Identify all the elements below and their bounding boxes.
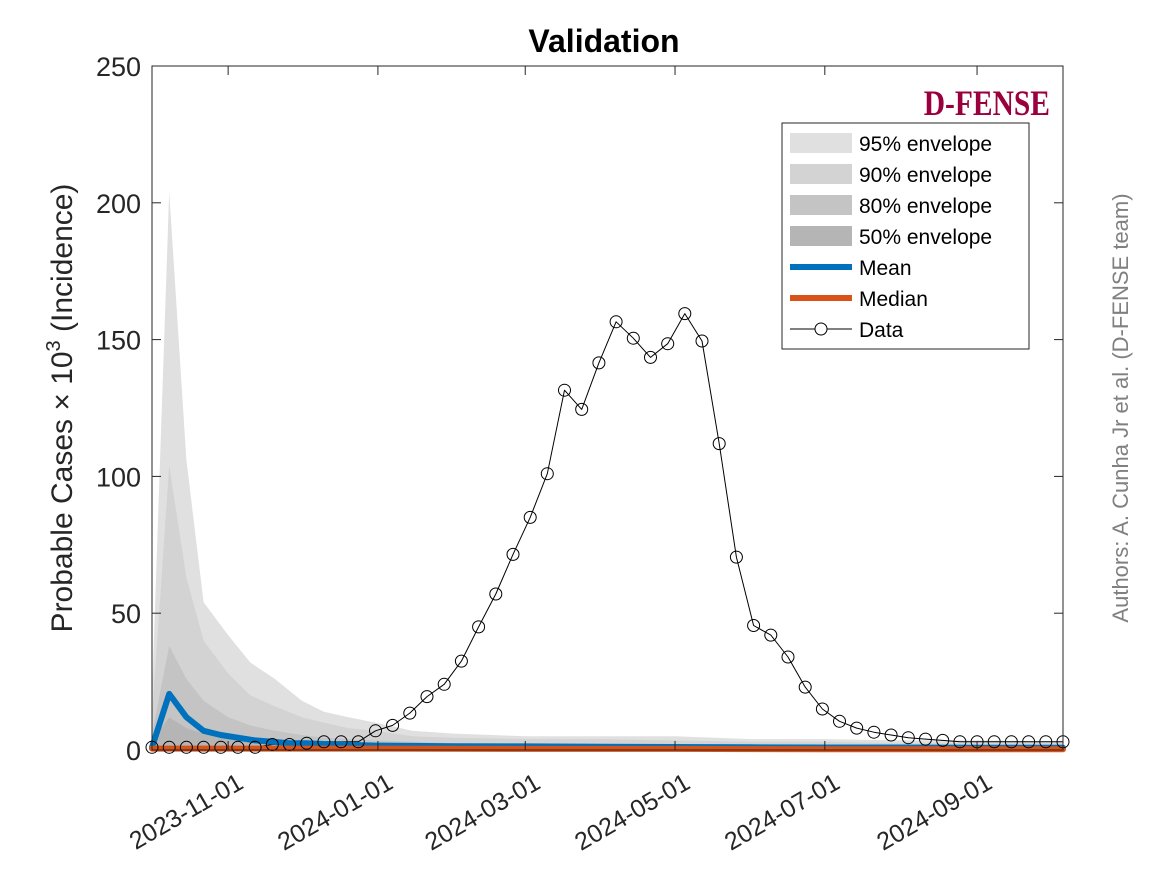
data-point	[867, 725, 881, 739]
data-point	[901, 731, 915, 745]
legend-swatch-data-marker	[814, 322, 828, 336]
legend: 95% envelope 90% envelope 80% envelope 5…	[781, 122, 1030, 350]
data-point	[437, 677, 451, 691]
data-point	[764, 628, 778, 642]
data-point	[403, 706, 417, 720]
data-point	[523, 510, 537, 524]
data-point	[300, 736, 314, 750]
data-point	[472, 620, 486, 634]
data-point	[1022, 735, 1036, 749]
y-tick-label: 250	[96, 52, 141, 82]
data-point	[1039, 735, 1053, 749]
data-point	[609, 315, 623, 329]
series-line-median	[149, 745, 1066, 753]
data-point	[231, 740, 245, 754]
legend-swatch-90	[790, 164, 852, 184]
data-point	[798, 680, 812, 694]
data-point	[953, 735, 967, 749]
data-point	[661, 337, 675, 351]
legend-swatch-95	[790, 133, 852, 153]
data-point	[162, 740, 176, 754]
data-point	[575, 402, 589, 416]
y-axis-label-suffix: (Incidence)	[46, 184, 79, 341]
data-point	[386, 718, 400, 732]
plot-area	[145, 191, 1070, 754]
data-point	[781, 650, 795, 664]
y-tick-label: 0	[126, 736, 141, 766]
data-point	[351, 735, 365, 749]
axes-box	[151, 65, 1064, 751]
data-point	[317, 735, 331, 749]
data-point	[489, 587, 503, 601]
envelope-90	[152, 465, 1063, 750]
data-point	[558, 383, 571, 397]
data-point	[369, 724, 382, 738]
data-point	[454, 654, 468, 668]
d-fense-logo: D-FENSE	[924, 84, 1050, 123]
data-point	[850, 721, 864, 735]
data-point	[833, 714, 846, 728]
data-point	[197, 740, 211, 754]
y-axis-label: Probable Cases × 103 (Incidence)	[43, 184, 79, 633]
data-point	[678, 307, 692, 321]
data-point	[712, 437, 726, 451]
data-point	[540, 467, 554, 481]
y-axis-label-prefix: Probable Cases × 10	[46, 351, 79, 632]
legend-swatch-50	[790, 226, 852, 246]
data-point	[815, 702, 829, 716]
legend-label-80: 80% envelope	[859, 195, 992, 218]
data-point	[626, 331, 640, 345]
data-point	[936, 733, 950, 747]
y-tick-label: 150	[96, 326, 141, 356]
data-point	[248, 740, 262, 754]
y-tick-label: 50	[111, 599, 141, 629]
data-point	[420, 690, 434, 704]
legend-swatch-80	[790, 195, 852, 215]
y-tick-label: 100	[96, 462, 141, 492]
data-point	[729, 550, 743, 564]
legend-label-50: 50% envelope	[859, 226, 992, 249]
data-point	[214, 740, 228, 754]
data-marker-layer	[145, 307, 1070, 754]
data-point	[695, 334, 709, 348]
data-point	[884, 728, 898, 742]
chart-title: Validation	[528, 23, 679, 59]
data-point	[334, 735, 348, 749]
legend-label-mean: Mean	[859, 257, 912, 280]
data-point	[592, 356, 606, 370]
data-point	[179, 740, 193, 754]
legend-label-90: 90% envelope	[859, 164, 992, 187]
data-point	[987, 735, 1001, 749]
legend-label-95: 95% envelope	[859, 133, 992, 156]
legend-label-data: Data	[859, 319, 904, 342]
data-point	[1004, 735, 1018, 749]
y-axis-label-exponent: 3	[43, 340, 65, 351]
data-point	[747, 619, 761, 632]
data-point	[919, 732, 932, 746]
data-point	[644, 350, 657, 364]
y-tick-label: 200	[96, 189, 141, 219]
legend-label-median: Median	[859, 288, 928, 311]
authors-note: Authors: A. Cunha Jr et al. (D-FENSE tea…	[1108, 193, 1133, 622]
data-point	[506, 547, 520, 561]
